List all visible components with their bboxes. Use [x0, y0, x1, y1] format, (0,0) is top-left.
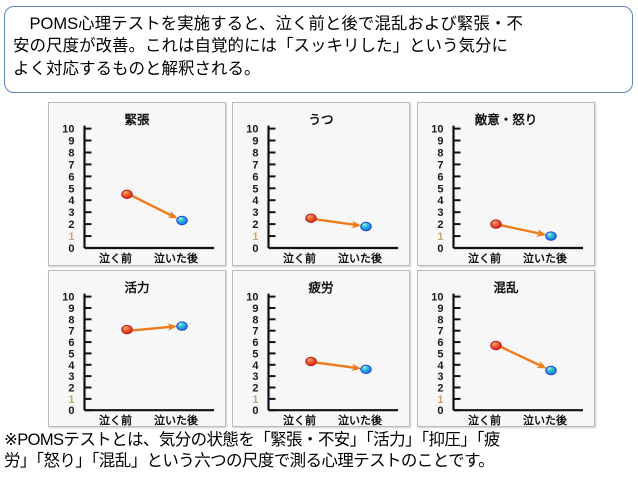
svg-text:6: 6: [252, 337, 258, 349]
svg-text:10: 10: [62, 124, 74, 136]
svg-text:10: 10: [62, 292, 74, 304]
svg-text:10: 10: [246, 124, 258, 136]
svg-text:2: 2: [437, 219, 443, 231]
svg-text:8: 8: [68, 148, 74, 160]
svg-text:4: 4: [437, 195, 444, 207]
svg-text:2: 2: [68, 383, 74, 395]
svg-text:6: 6: [437, 171, 443, 183]
svg-text:5: 5: [68, 183, 74, 195]
svg-text:7: 7: [68, 159, 74, 171]
svg-text:10: 10: [246, 292, 258, 304]
svg-text:1: 1: [252, 231, 258, 243]
svg-text:5: 5: [437, 348, 443, 360]
svg-text:6: 6: [68, 337, 74, 349]
svg-text:8: 8: [437, 148, 443, 160]
svg-text:5: 5: [437, 183, 443, 195]
svg-text:9: 9: [437, 303, 443, 315]
svg-text:7: 7: [437, 159, 443, 171]
svg-text:6: 6: [252, 171, 258, 183]
svg-text:9: 9: [437, 136, 443, 148]
svg-text:3: 3: [252, 207, 258, 219]
svg-text:4: 4: [252, 360, 259, 372]
svg-text:4: 4: [437, 360, 444, 372]
svg-text:2: 2: [68, 219, 74, 231]
svg-text:4: 4: [68, 195, 75, 207]
svg-text:9: 9: [68, 136, 74, 148]
svg-text:0: 0: [252, 243, 258, 255]
svg-text:9: 9: [252, 136, 258, 148]
svg-text:0: 0: [68, 405, 74, 417]
svg-text:8: 8: [252, 314, 258, 326]
svg-text:8: 8: [252, 148, 258, 160]
svg-text:2: 2: [437, 383, 443, 395]
svg-text:3: 3: [68, 207, 74, 219]
svg-text:8: 8: [68, 314, 74, 326]
svg-text:0: 0: [68, 243, 74, 255]
svg-text:7: 7: [68, 326, 74, 338]
svg-text:0: 0: [437, 405, 443, 417]
svg-text:7: 7: [252, 159, 258, 171]
svg-text:5: 5: [252, 183, 258, 195]
svg-text:5: 5: [252, 348, 258, 360]
svg-text:0: 0: [252, 405, 258, 417]
svg-text:4: 4: [68, 360, 75, 372]
svg-text:7: 7: [252, 326, 258, 338]
svg-text:2: 2: [252, 383, 258, 395]
svg-text:6: 6: [68, 171, 74, 183]
svg-text:8: 8: [437, 314, 443, 326]
svg-text:10: 10: [431, 124, 443, 136]
svg-text:10: 10: [431, 292, 443, 304]
svg-text:3: 3: [437, 371, 443, 383]
svg-text:1: 1: [252, 394, 258, 406]
svg-text:1: 1: [437, 394, 443, 406]
svg-text:1: 1: [437, 231, 443, 243]
svg-text:3: 3: [252, 371, 258, 383]
svg-text:3: 3: [68, 371, 74, 383]
svg-text:0: 0: [437, 243, 443, 255]
svg-text:9: 9: [68, 303, 74, 315]
svg-text:5: 5: [68, 348, 74, 360]
svg-text:7: 7: [437, 326, 443, 338]
svg-text:1: 1: [68, 231, 74, 243]
svg-text:6: 6: [437, 337, 443, 349]
svg-text:2: 2: [252, 219, 258, 231]
svg-text:9: 9: [252, 303, 258, 315]
svg-text:3: 3: [437, 207, 443, 219]
svg-text:4: 4: [252, 195, 259, 207]
svg-text:1: 1: [68, 394, 74, 406]
